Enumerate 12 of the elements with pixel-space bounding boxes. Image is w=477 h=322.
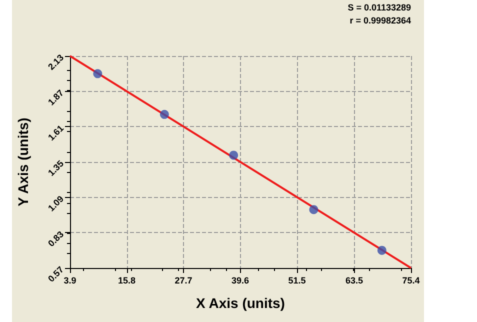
x-axis-title: X Axis (units) <box>196 295 285 311</box>
x-tick-label: 27.7 <box>174 276 192 286</box>
x-tick-label: 51.5 <box>288 276 306 286</box>
x-tick-label: 75.4 <box>402 276 420 286</box>
text: r = 0.99982364 <box>350 16 411 26</box>
x-tick-label: 3.9 <box>64 276 76 286</box>
y-axis-title: Y Axis (units) <box>15 118 31 206</box>
x-tick-label: 63.5 <box>345 276 364 286</box>
y-tick-label: 0.83 <box>46 229 66 249</box>
x-tick-label: 15.8 <box>118 276 136 286</box>
x-tick-label: 39.6 <box>231 276 250 286</box>
text: S = 0.01133289 <box>348 2 411 12</box>
